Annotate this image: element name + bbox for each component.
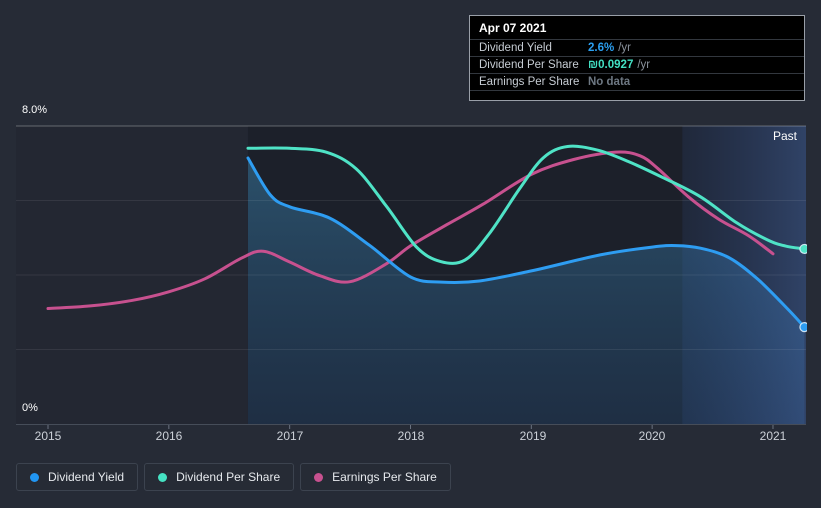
tooltip-row-dividend-per-share: Dividend Per Share ₪0.0927 /yr: [470, 57, 804, 74]
tooltip-row-earnings-per-share: Earnings Per Share No data: [470, 74, 804, 91]
dividend-per-share-dot-icon: [158, 472, 168, 482]
past-band: [682, 126, 806, 424]
dividend-per-share-end-dot: [799, 243, 807, 255]
earnings-per-share-line: [46, 150, 775, 310]
tooltip-value: 2.6%: [588, 42, 615, 54]
legend-item-earnings-per-share[interactable]: Earnings Per Share: [300, 463, 451, 491]
legend-item-dividend-per-share[interactable]: Dividend Per Share: [144, 463, 295, 491]
tooltip-suffix: /yr: [618, 42, 631, 54]
x-tick-2016: 2016: [155, 429, 183, 443]
dividend-yield-end-dot: [799, 322, 807, 333]
tooltip-value: No data: [588, 76, 631, 88]
earnings-per-share-dot-icon: [314, 472, 324, 482]
dividend-per-share-line: [246, 144, 806, 265]
x-tick-2018: 2018: [397, 429, 425, 443]
legend-label: Dividend Per Share: [176, 470, 281, 484]
y-axis-bottom-label: 0%: [22, 402, 38, 414]
tooltip-label: Dividend Yield: [479, 42, 552, 54]
x-tick-2015: 2015: [34, 429, 62, 443]
chart-legend: Dividend Yield Dividend Per Share Earnin…: [16, 463, 451, 491]
tooltip-label: Dividend Per Share: [479, 59, 579, 71]
hover-tooltip: Apr 07 2021 Dividend Yield 2.6% /yr Divi…: [469, 15, 805, 101]
x-tick-2020: 2020: [638, 429, 666, 443]
x-tick-2017: 2017: [276, 429, 304, 443]
legend-label: Dividend Yield: [48, 470, 125, 484]
x-tick-2021: 2021: [759, 429, 787, 443]
tooltip-date: Apr 07 2021: [470, 16, 804, 40]
tooltip-suffix: /yr: [637, 59, 651, 71]
y-axis-top-label: 8.0%: [22, 104, 48, 116]
legend-label: Earnings Per Share: [332, 470, 437, 484]
tooltip-value: ₪0.0927: [588, 59, 634, 71]
legend-item-dividend-yield[interactable]: Dividend Yield: [16, 463, 139, 491]
dividend-yield-dot-icon: [30, 472, 39, 482]
dividend-yield-line: [246, 156, 806, 329]
dividend-yield-area-fill: [248, 158, 805, 424]
past-band-label: Past: [772, 129, 797, 143]
tooltip-row-dividend-yield: Dividend Yield 2.6% /yr: [470, 40, 804, 57]
tooltip-label: Earnings Per Share: [479, 76, 580, 88]
x-tick-2019: 2019: [519, 429, 547, 443]
